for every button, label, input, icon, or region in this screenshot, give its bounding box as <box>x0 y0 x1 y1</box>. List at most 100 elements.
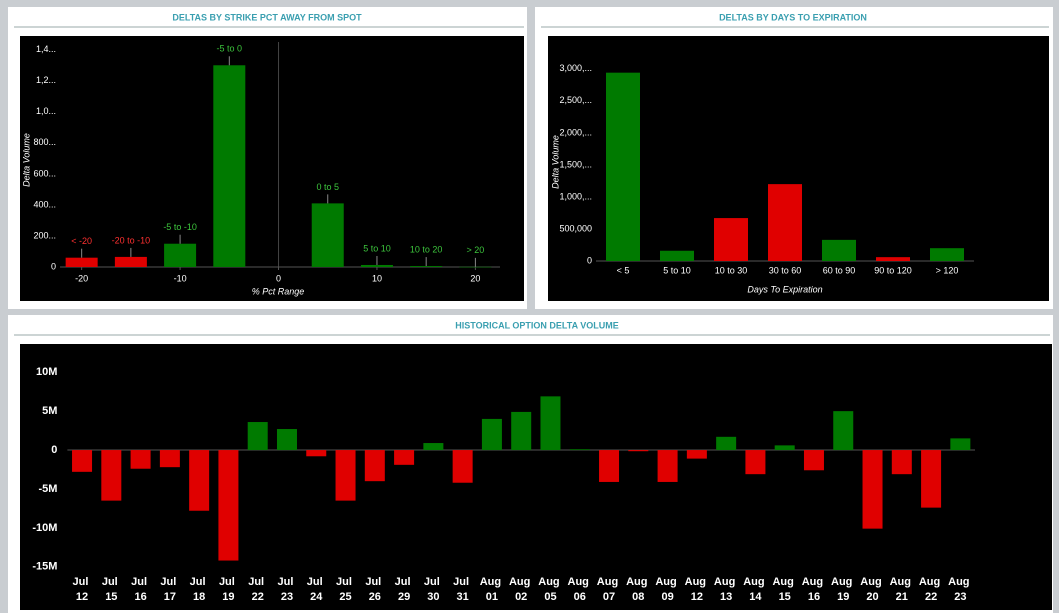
bar <box>311 203 344 267</box>
bar <box>130 450 151 469</box>
bar <box>452 450 473 483</box>
y-tick-label: -15M <box>32 561 57 573</box>
y-tick-label: 1,4... <box>36 44 56 54</box>
data-label: -5 to 0 <box>217 44 243 54</box>
x-tick-label: Jul 19 <box>219 576 238 603</box>
x-tick-label: 20 <box>470 273 480 283</box>
x-tick-label: Jul 16 <box>131 576 150 603</box>
bar <box>306 450 327 457</box>
bar <box>862 450 883 529</box>
y-tick-label: 2,500,... <box>559 95 592 105</box>
y-tick-label: 1,0... <box>36 106 56 116</box>
y-tick-label: 5M <box>42 405 57 417</box>
x-tick-label: 60 to 90 <box>823 265 856 275</box>
x-tick-label: Jul 18 <box>190 576 209 603</box>
bar <box>189 450 210 511</box>
bar <box>511 411 532 451</box>
bar <box>276 429 297 451</box>
bar <box>803 450 824 471</box>
bar <box>410 266 443 267</box>
bar <box>540 396 561 451</box>
x-tick-label: Aug 19 <box>831 576 855 603</box>
data-label: -5 to -10 <box>163 222 197 232</box>
data-label: 0 to 5 <box>316 182 339 192</box>
y-tick-label: 1,000,... <box>559 191 592 201</box>
y-axis-title: Delta Volume <box>550 135 560 189</box>
y-tick-label: 800... <box>33 137 56 147</box>
x-tick-label: Aug 12 <box>685 576 709 603</box>
bar <box>360 264 393 267</box>
plot-area <box>20 36 524 301</box>
bar <box>569 449 590 451</box>
x-tick-label: Aug 15 <box>772 576 796 603</box>
bar <box>72 450 93 472</box>
x-tick-label: Jul 12 <box>73 576 92 603</box>
bar <box>364 450 385 482</box>
x-tick-label: Aug 23 <box>948 576 972 603</box>
y-tick-label: 1,500,... <box>559 159 592 169</box>
panel-title: HISTORICAL OPTION DELTA VOLUME <box>455 320 619 330</box>
bar <box>660 250 694 261</box>
x-tick-label: Jul 29 <box>395 576 414 603</box>
data-label: < -20 <box>71 236 92 246</box>
bar <box>833 411 854 451</box>
y-tick-label: 3,000,... <box>559 63 592 73</box>
x-tick-label: Aug 14 <box>743 576 767 603</box>
x-tick-label: Aug 06 <box>568 576 592 603</box>
data-label: 10 to 20 <box>410 244 443 254</box>
bar <box>599 450 620 482</box>
bar <box>716 436 737 451</box>
y-tick-label: 0 <box>51 444 57 456</box>
bar <box>213 65 246 267</box>
x-tick-label: Jul 31 <box>453 576 472 603</box>
panel-title: DELTAS BY DAYS TO EXPIRATION <box>719 12 867 22</box>
bar <box>101 450 122 501</box>
bar <box>423 443 444 451</box>
bar <box>159 450 180 468</box>
data-label: > 20 <box>467 245 485 255</box>
bar <box>774 445 795 451</box>
x-tick-label: 5 to 10 <box>663 265 691 275</box>
bar <box>822 239 856 261</box>
x-tick-label: Jul 15 <box>102 576 121 603</box>
x-tick-label: 30 to 60 <box>769 265 802 275</box>
data-label: -20 to -10 <box>112 235 151 245</box>
x-axis-title: Days To Expiration <box>747 284 822 294</box>
x-tick-label: Jul 25 <box>336 576 355 603</box>
x-tick-label: Aug 01 <box>480 576 504 603</box>
x-tick-label: Jul 30 <box>424 576 443 603</box>
y-tick-label: 0 <box>51 261 56 271</box>
bar <box>891 450 912 475</box>
bar <box>768 184 802 261</box>
x-tick-label: Jul 26 <box>365 576 384 603</box>
y-tick-label: -10M <box>32 522 57 534</box>
bar <box>459 266 492 268</box>
y-tick-label: 600... <box>33 168 56 178</box>
x-tick-label: Aug 21 <box>890 576 914 603</box>
bar <box>114 256 147 267</box>
x-tick-label: > 120 <box>936 265 959 275</box>
x-tick-label: Aug 07 <box>597 576 621 603</box>
x-axis-title: % Pct Range <box>252 286 305 296</box>
bar <box>606 72 640 262</box>
bar <box>714 218 748 261</box>
x-tick-label: Jul 23 <box>278 576 297 603</box>
x-tick-label: Jul 22 <box>248 576 267 603</box>
x-tick-label: Aug 08 <box>626 576 650 603</box>
bar <box>657 450 678 482</box>
bar <box>394 450 415 465</box>
x-tick-label: 0 <box>276 273 281 283</box>
x-tick-label: Aug 16 <box>802 576 826 603</box>
x-tick-label: Jul 17 <box>160 576 179 603</box>
bar <box>876 257 910 261</box>
x-tick-label: 10 to 30 <box>715 265 748 275</box>
bar <box>930 248 964 261</box>
x-tick-label: < 5 <box>617 265 630 275</box>
y-tick-label: 2,000,... <box>559 127 592 137</box>
x-tick-label: Aug 20 <box>860 576 884 603</box>
bar <box>745 450 766 475</box>
x-tick-label: Aug 02 <box>509 576 533 603</box>
bar <box>628 450 649 452</box>
